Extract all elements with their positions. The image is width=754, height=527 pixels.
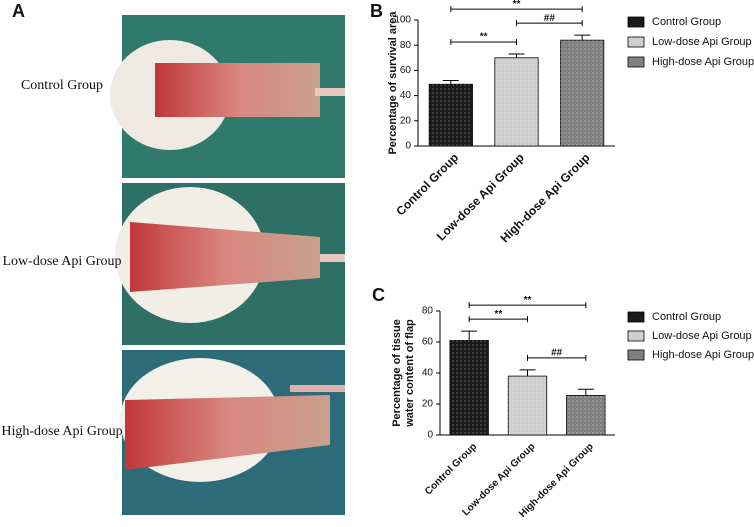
y-tick-label: 40 bbox=[422, 368, 434, 379]
photo-label: Low-dose Api Group bbox=[3, 254, 122, 269]
legend-swatch bbox=[627, 349, 645, 361]
y-axis-label: Percentage of tissue bbox=[391, 319, 403, 427]
bar-texture bbox=[508, 376, 547, 435]
significance-label: ** bbox=[494, 309, 502, 320]
legend-label: Control Group bbox=[652, 16, 721, 28]
legend-swatch bbox=[627, 16, 645, 28]
y-tick-label: 0 bbox=[405, 141, 411, 152]
y-axis-label: Percentage of survival area bbox=[387, 11, 399, 155]
bar-texture bbox=[449, 340, 489, 435]
legend-swatch bbox=[627, 330, 645, 342]
y-tick-label: 100 bbox=[394, 15, 411, 26]
panel-label: B bbox=[370, 1, 383, 21]
legend-label: Low-dose Api Group bbox=[652, 330, 752, 342]
bar-texture bbox=[560, 40, 604, 146]
y-tick-label: 20 bbox=[422, 399, 434, 410]
legend-swatch bbox=[627, 36, 645, 48]
significance-label: ## bbox=[544, 13, 556, 24]
legend-label: Low-dose Api Group bbox=[652, 36, 752, 48]
bar-texture bbox=[566, 395, 606, 435]
y-tick-label: 40 bbox=[400, 90, 412, 101]
legend-swatch bbox=[627, 311, 645, 323]
y-tick-label: 60 bbox=[422, 337, 434, 348]
photo bbox=[120, 350, 345, 515]
x-tick-label: Control Group bbox=[423, 441, 479, 497]
photo bbox=[110, 15, 345, 178]
photo-label: Control Group bbox=[21, 78, 103, 93]
y-tick-label: 80 bbox=[400, 40, 412, 51]
y-tick-label: 0 bbox=[427, 430, 433, 441]
photo-label: High-dose Api Group bbox=[1, 424, 122, 439]
bar-texture bbox=[429, 84, 473, 146]
y-axis-label: water content of flap bbox=[404, 319, 416, 428]
y-tick-label: 60 bbox=[400, 65, 412, 76]
legend-label: High-dose Api Group bbox=[652, 56, 754, 68]
bar-texture bbox=[494, 57, 539, 146]
panel-label: C bbox=[372, 285, 385, 305]
significance-label: ## bbox=[551, 348, 563, 359]
x-tick-label: Control Group bbox=[393, 150, 461, 218]
legend-swatch bbox=[627, 56, 645, 68]
y-tick-label: 80 bbox=[422, 306, 434, 317]
panel-label: A bbox=[12, 1, 25, 21]
significance-label: ** bbox=[480, 32, 488, 43]
legend-label: Control Group bbox=[652, 311, 721, 323]
photo bbox=[115, 183, 345, 345]
significance-label: ** bbox=[524, 295, 532, 306]
legend-label: High-dose Api Group bbox=[652, 349, 754, 361]
y-tick-label: 20 bbox=[400, 115, 412, 126]
significance-label: ** bbox=[513, 0, 521, 10]
